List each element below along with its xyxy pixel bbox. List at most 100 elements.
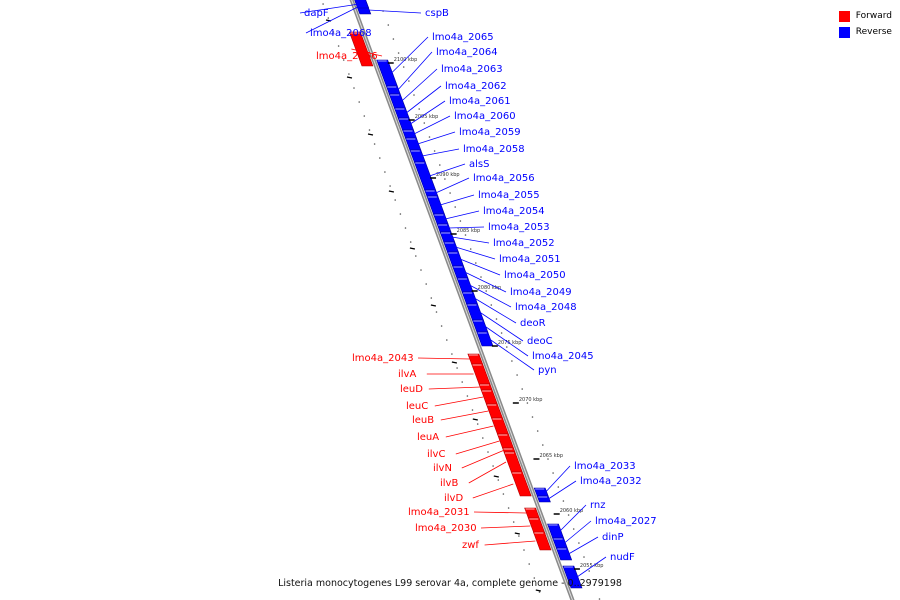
ruler-dot	[384, 171, 386, 173]
ruler-dots	[322, 3, 601, 600]
ruler-dot	[394, 199, 397, 201]
ruler-dot	[408, 80, 410, 82]
gene-feature-lmo4a_2066[interactable]	[348, 31, 374, 67]
gene-label-ilvB[interactable]: ilvB	[440, 478, 458, 489]
gene-label-lmo4a_2051[interactable]: lmo4a_2051	[499, 254, 561, 265]
ruler-dot	[567, 514, 570, 516]
gene-label-lmo4a_2027[interactable]: lmo4a_2027	[595, 516, 657, 527]
gene-label-lmo4a_2066[interactable]: lmo4a_2066	[316, 51, 378, 62]
gene-label-leuD[interactable]: leuD	[400, 384, 423, 395]
gene-label-ilvD[interactable]: ilvD	[444, 493, 463, 504]
leader-line	[455, 246, 496, 260]
leader-line	[305, 2, 366, 34]
gene-label-lmo4a_2048[interactable]: lmo4a_2048	[515, 302, 577, 313]
gene-label-ilvN[interactable]: ilvN	[433, 463, 452, 474]
gene-label-lmo4a_2050[interactable]: lmo4a_2050	[504, 270, 566, 281]
gene-label-ilvA[interactable]: ilvA	[398, 369, 416, 380]
gene-label-nudF[interactable]: nudF	[610, 552, 635, 563]
ruler-dot	[490, 304, 493, 306]
ruler-dot	[511, 360, 513, 362]
ruler-dot	[531, 416, 534, 418]
gene-label-lmo4a_2043[interactable]: lmo4a_2043	[352, 353, 414, 364]
gene-label-lmo4a_2031[interactable]: lmo4a_2031	[408, 507, 470, 518]
leader-line	[474, 297, 517, 324]
gene-label-lmo4a_2068[interactable]: lmo4a_2068	[310, 28, 372, 39]
gene-label-lmo4a_2060[interactable]: lmo4a_2060	[454, 111, 516, 122]
gene-label-lmo4a_2053[interactable]: lmo4a_2053	[488, 222, 550, 233]
gene-label-leuB[interactable]: leuB	[412, 415, 434, 426]
gene-feature-zwf[interactable]	[532, 531, 552, 551]
ruler-dot	[342, 59, 345, 61]
gene-label-lmo4a_2059[interactable]: lmo4a_2059	[459, 127, 521, 138]
gene-label-lmo4a_2063[interactable]: lmo4a_2063	[441, 64, 503, 75]
leader-line	[417, 357, 470, 360]
ruler-dot	[518, 535, 520, 537]
ruler-dot	[469, 248, 472, 250]
leader-line	[417, 131, 456, 145]
gene-label-lmo4a_2052[interactable]: lmo4a_2052	[493, 238, 555, 249]
gene-label-dinP[interactable]: dinP	[602, 532, 624, 543]
leader-line	[401, 68, 438, 102]
ruler-dot	[444, 178, 446, 180]
gene-labels: dapF cspB lmo4a_2068 lmo4a_2066 lmo4a_2065lm…	[304, 8, 657, 563]
leader-line	[461, 449, 505, 469]
gene-label-lmo4a_2032[interactable]: lmo4a_2032	[580, 476, 642, 487]
ruler-dot	[471, 409, 474, 411]
leader-line	[439, 194, 475, 206]
ruler-dot	[459, 220, 462, 222]
gene-label-lmo4a_2049[interactable]: lmo4a_2049	[510, 287, 572, 298]
ruler-dot	[387, 24, 390, 26]
ruler-dot	[495, 318, 498, 320]
ruler-dot	[409, 241, 412, 243]
gene-label-lmo4a_2061[interactable]: lmo4a_2061	[449, 96, 511, 107]
ruler-dash	[493, 475, 499, 478]
gene-label-lmo4a_2056[interactable]: lmo4a_2056	[473, 173, 535, 184]
gene-label-lmo4a_2045[interactable]: lmo4a_2045	[532, 351, 594, 362]
ruler-dot	[425, 283, 428, 285]
gene-label-lmo4a_2030[interactable]: lmo4a_2030	[415, 523, 477, 534]
gene-label-lmo4a_2055[interactable]: lmo4a_2055	[478, 190, 540, 201]
gene-label-pyn[interactable]: pyn	[538, 365, 557, 376]
ruler-dot	[368, 129, 371, 131]
leader-line	[473, 511, 527, 514]
ruler-dot	[492, 465, 494, 467]
gene-label-lmo4a_2064[interactable]: lmo4a_2064	[436, 47, 498, 58]
ruler-dash	[346, 76, 353, 79]
leader-line	[548, 480, 577, 500]
gene-label-rnz[interactable]: rnz	[590, 500, 606, 511]
gene-feature-dinP[interactable]	[555, 547, 573, 561]
ruler-dot	[456, 367, 458, 369]
ruler-dot	[433, 150, 436, 152]
ruler-dot	[506, 346, 508, 348]
gene-label-lmo4a_2033[interactable]: lmo4a_2033	[574, 461, 636, 472]
ruler-dot	[363, 115, 366, 117]
gene-feature-nudF[interactable]	[562, 565, 583, 589]
gene-feature-ilvD[interactable]	[510, 471, 532, 497]
gene-label-deoC[interactable]: deoC	[527, 336, 553, 347]
leader-line	[468, 461, 507, 484]
gene-label-lmo4a_2058[interactable]: lmo4a_2058	[463, 144, 525, 155]
ruler-dash	[409, 247, 416, 250]
ruler-dot	[572, 528, 575, 530]
gene-label-zwf[interactable]: zwf	[462, 540, 479, 551]
ruler-dot	[557, 486, 560, 488]
gene-label-lmo4a_2065[interactable]: lmo4a_2065	[432, 32, 494, 43]
gene-label-lmo4a_2062[interactable]: lmo4a_2062	[445, 81, 507, 92]
ruler-dot	[523, 549, 525, 551]
gene-label-alsS[interactable]: alsS	[469, 159, 489, 170]
ruler-dash	[367, 133, 374, 136]
gene-label-deoR[interactable]: deoR	[520, 318, 546, 329]
gene-label-cspB[interactable]: cspB	[425, 8, 449, 19]
gene-label-leuA[interactable]: leuA	[417, 432, 439, 443]
gene-label-ilvC[interactable]: ilvC	[427, 449, 445, 460]
leader-line	[484, 540, 536, 546]
gene-label-lmo4a_2054[interactable]: lmo4a_2054	[483, 206, 545, 217]
leader-line	[448, 226, 485, 229]
ruler-dot	[578, 542, 580, 544]
leader-line	[484, 325, 529, 357]
ruler-dot	[430, 297, 433, 299]
gene-label-dapF[interactable]: dapF	[304, 8, 329, 19]
backbone-highlight	[351, 0, 573, 600]
ruler-dot	[428, 136, 431, 138]
gene-label-leuC[interactable]: leuC	[406, 401, 428, 412]
